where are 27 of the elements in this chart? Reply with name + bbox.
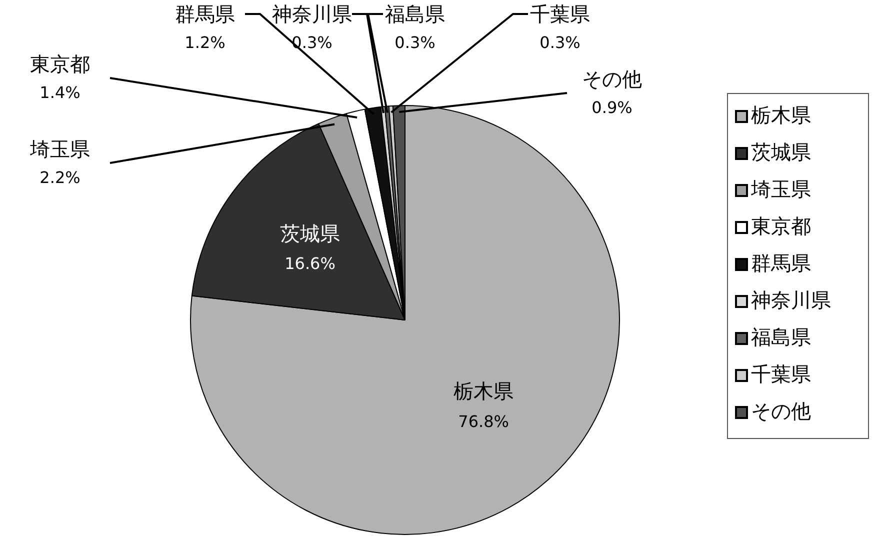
legend-label: 東京都 xyxy=(751,214,811,238)
legend-label: 福島県 xyxy=(751,325,811,350)
slice-label: 埼玉県 xyxy=(29,137,90,162)
data-label: 0.3% xyxy=(540,33,580,52)
slice-label: 福島県 xyxy=(385,2,445,26)
legend-label: 神奈川県 xyxy=(751,288,831,312)
legend-label: 埼玉県 xyxy=(750,177,811,202)
legend-label: 栃木県 xyxy=(751,103,811,128)
data-label: 0.3% xyxy=(292,33,332,52)
slice-label: 千葉県 xyxy=(530,2,590,26)
slice-label: 栃木県 xyxy=(454,379,514,404)
data-label: 0.3% xyxy=(394,33,436,52)
slice-label: 神奈川県 xyxy=(272,2,352,26)
legend-label: 茨城県 xyxy=(751,140,811,164)
data-label: 1.2% xyxy=(184,33,226,52)
slice-label: 茨城県 xyxy=(280,221,340,246)
data-label: 76.8% xyxy=(458,412,509,432)
slice-label: その他 xyxy=(582,67,642,92)
legend-label: 群馬県 xyxy=(751,251,811,276)
data-label: 2.2% xyxy=(40,168,80,188)
data-label: 16.6% xyxy=(284,254,336,274)
data-label: 0.9% xyxy=(592,98,632,118)
slice-label: 東京都 xyxy=(30,52,90,76)
legend-label: 千葉県 xyxy=(751,362,811,386)
data-label: 1.4% xyxy=(40,83,80,102)
slice-label: 群馬県 xyxy=(175,2,235,26)
legend-label: その他 xyxy=(751,399,811,424)
